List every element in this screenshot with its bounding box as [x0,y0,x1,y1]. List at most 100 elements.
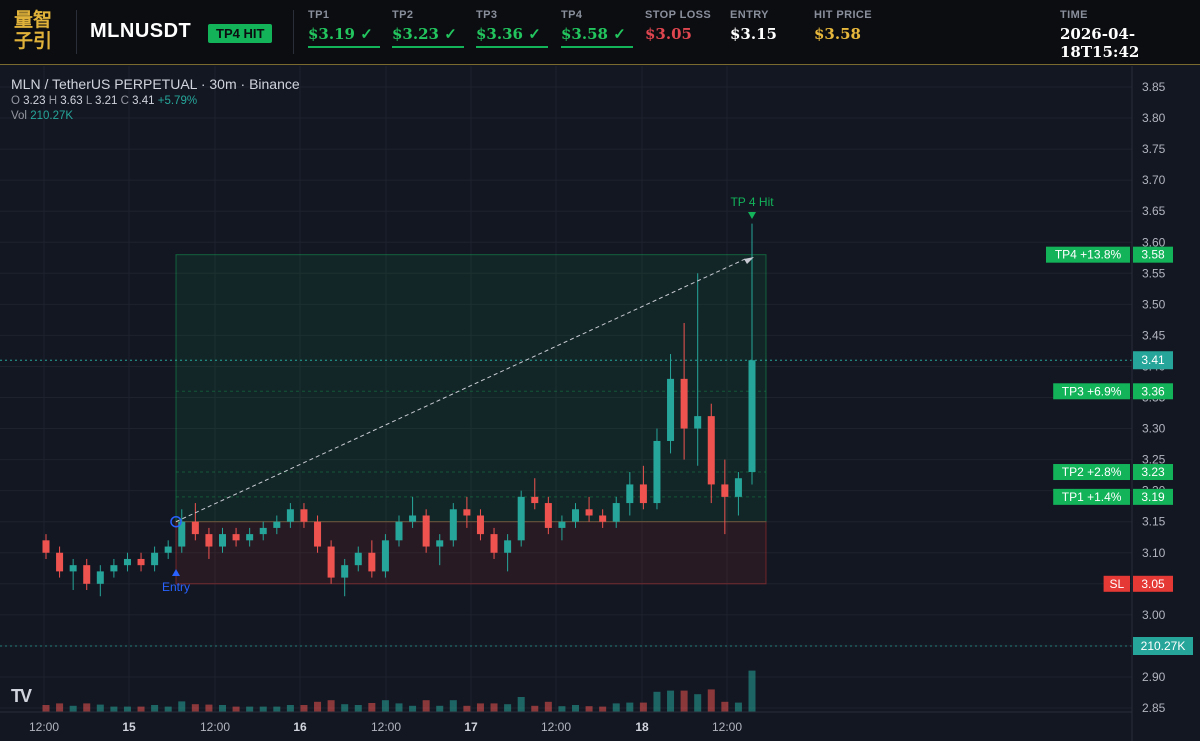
candle-body [246,534,254,541]
candle-body [653,440,661,504]
entry-annotation: Entry [162,580,190,594]
candle-body [232,534,240,541]
volume-bar [395,703,403,712]
volume-bar [56,703,64,712]
candle-body [341,565,349,578]
volume-bar [639,702,647,712]
high-label: H [48,95,58,107]
chart-legend-title: MLN / TetherUS PERPETUAL · 30m · Binance [11,76,300,92]
candle-body [205,534,213,547]
signal-header: 量智 子引 MLNUSDT TP4 HIT TP1 $3.19 ✓ TP2 $3… [0,0,1200,65]
candle-body [409,515,417,522]
time-tick-label: 16 [293,720,307,734]
candle-body [490,534,498,553]
volume-bar [572,705,579,712]
open-value: 3.23 [23,95,46,107]
volume-bar [178,701,186,712]
volume-bar [341,704,349,712]
volume-value: 210.27K [30,110,74,122]
candle-body [544,503,552,528]
candle-body [286,509,294,522]
volume-bar [368,703,376,712]
hit-price-value: $3.58 [814,25,861,43]
price-tick-label: 3.00 [1142,608,1166,622]
volume-bar [232,706,240,712]
level-tag-tp3 [1053,383,1130,400]
tp1-column: TP1 $3.19 ✓ [308,9,380,48]
volume-bar [42,705,50,712]
price-tick-label: 3.80 [1142,111,1166,125]
level-price-tag [1133,383,1173,400]
volume-readout: Vol 210.27K [11,110,73,122]
candle-body [585,509,593,516]
candle-body [178,521,186,547]
level-tag-sl [1103,575,1130,592]
volume-bar [273,706,281,712]
tp1-hit-underline [308,46,380,48]
candle-body [572,509,579,522]
candle-body [734,478,742,497]
volume-bar [219,705,226,712]
volume-bar [476,703,484,712]
candle-body [314,521,322,547]
volume-last-text: 210.27K [1141,639,1186,653]
tp2-hit-underline [392,46,464,48]
candle-body [639,484,647,504]
time-tick-label: 12:00 [200,720,230,734]
logo-line-1: 量智 [14,9,53,31]
tradingview-logo[interactable]: TV [11,686,32,706]
volume-bar [151,705,159,712]
level-tag-tp4 [1046,246,1130,263]
low-value: 3.21 [95,95,118,107]
candle-body [680,378,688,429]
candle-body [69,565,77,572]
volume-bar [327,700,335,712]
tp2-column: TP2 $3.23 ✓ [392,9,464,48]
price-tick-label: 3.50 [1142,297,1166,311]
volume-bar [721,701,729,712]
logo-line-2: 子引 [14,30,53,52]
tp4-hit-annotation: TP 4 Hit [730,195,774,209]
volume-bar [354,705,362,712]
volume-bar [123,706,131,712]
tp3-label: TP3 [476,9,498,21]
time-tick-label: 18 [635,720,649,734]
level-tag-tp2 [1053,464,1130,481]
volume-bar [246,706,254,712]
volume-bar [653,691,661,712]
tp3-hit-underline [476,46,548,48]
candle-body [558,521,566,528]
candle-body [273,521,281,528]
candle-body [259,527,267,535]
candle-body [83,565,91,584]
volume-bar [694,694,702,712]
volume-bar [286,705,294,712]
volume-bar [436,705,444,712]
volume-bar [409,705,417,712]
time-label: TIME [1060,9,1088,21]
volume-bar [110,706,118,712]
volume-bar [599,706,607,712]
trend-arrow-head [744,257,754,264]
price-tick-label: 3.45 [1142,328,1166,342]
volume-bar [137,706,145,712]
stop-loss-value: $3.05 [645,25,692,43]
symbol-name: MLNUSDT [90,20,192,42]
level-price-tag [1133,464,1173,481]
candle-body [721,484,729,497]
level-tag-text: TP2 +2.8% [1062,465,1122,479]
level-price-tag [1133,246,1173,263]
tp2-label: TP2 [392,9,414,21]
price-tick-label: 2.90 [1142,670,1166,684]
volume-bar [667,690,675,712]
volume-bar [300,705,308,712]
volume-bar [381,700,389,712]
candle-body [368,552,376,572]
candle-body [476,515,484,535]
time-tick-label: 12:00 [29,720,59,734]
candle-body [422,515,430,547]
high-value: 3.63 [60,95,83,107]
time-tick-label: 12:00 [541,720,571,734]
volume-bar [259,706,267,712]
